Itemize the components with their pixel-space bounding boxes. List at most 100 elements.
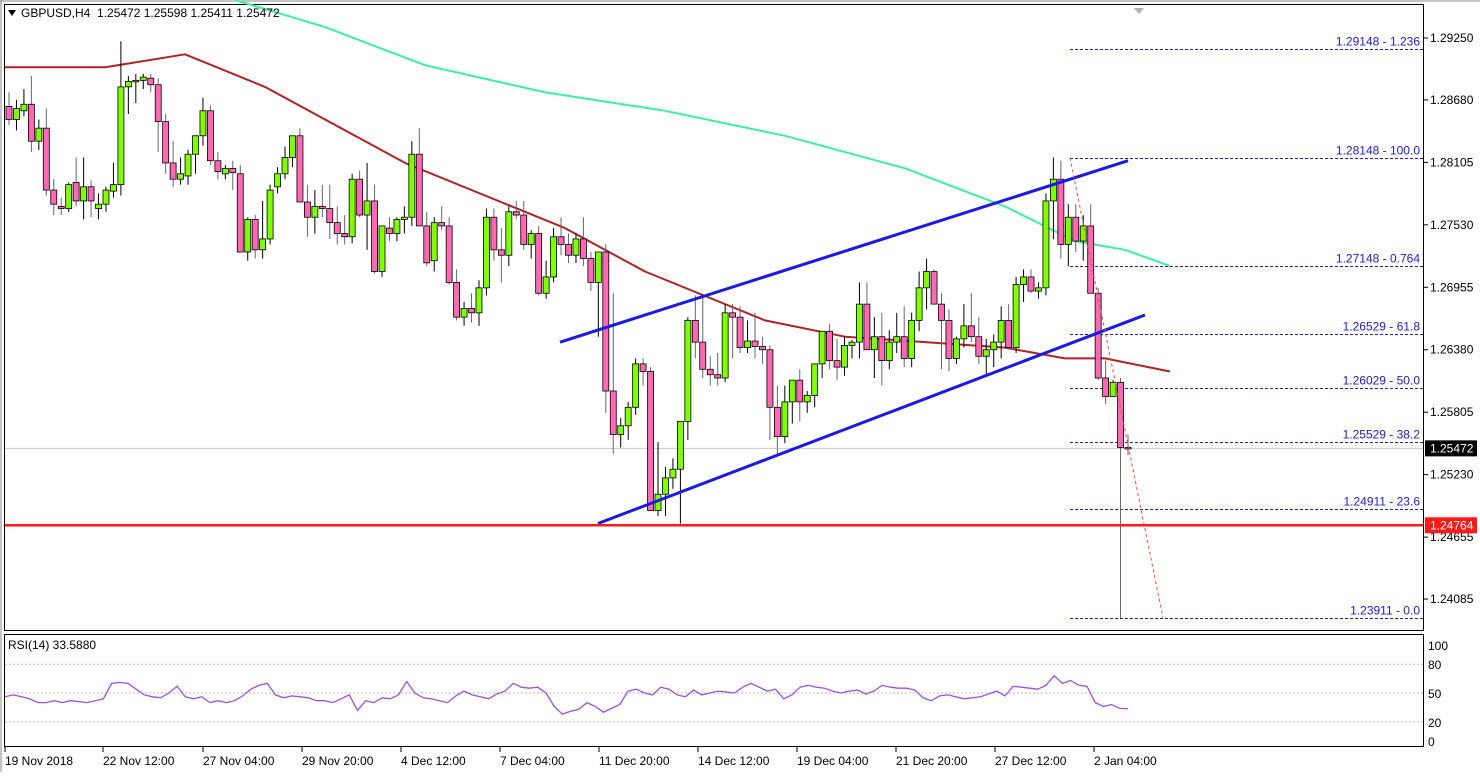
time-tick-label: 27 Nov 04:00: [203, 754, 275, 768]
candle-bearish: [154, 84, 162, 123]
candle-bullish: [102, 189, 110, 205]
candle-bearish: [468, 308, 475, 314]
chart-shift-marker-icon[interactable]: [1134, 8, 1144, 14]
time-tick-label: 11 Dec 20:00: [599, 754, 670, 768]
candle-bullish: [289, 135, 296, 158]
candle-bullish: [1035, 287, 1042, 292]
candle-bullish: [460, 308, 468, 318]
candle-bearish: [438, 222, 446, 227]
candle-bullish: [244, 218, 252, 253]
current-price-badge: [1425, 440, 1477, 457]
candle-bullish: [594, 251, 602, 283]
candle-bearish: [773, 406, 781, 438]
candle-bearish: [356, 178, 364, 216]
fib-level-label: 1.23911 - 0.0: [1350, 604, 1420, 618]
candle-bearish: [87, 186, 95, 202]
price-tick-label: 1.28680: [1430, 93, 1474, 107]
candle-bearish: [565, 243, 572, 256]
candle-bearish: [236, 173, 244, 253]
candle-bullish: [117, 86, 125, 186]
current-price-label: 1.25472: [1430, 441, 1474, 455]
candle-bearish: [296, 135, 304, 203]
candle-bearish: [975, 336, 983, 357]
time-axis[interactable]: 19 Nov 2018 22 Nov 12:00 27 Nov 04:00 29 No…: [4, 747, 1157, 768]
candle-bullish: [1012, 284, 1020, 348]
candle-bearish: [557, 236, 565, 245]
fib-level-label: 1.25529 - 38.2: [1343, 428, 1421, 442]
candle-bearish: [445, 225, 453, 283]
candle-bullish: [184, 153, 192, 177]
rsi-axis: 100 80 50 20 0: [1428, 639, 1448, 749]
candle-bullish: [139, 76, 147, 81]
candle-bullish: [848, 341, 856, 346]
candle-bearish: [736, 316, 744, 348]
candle-bullish: [132, 79, 140, 83]
candle-bearish: [1117, 381, 1124, 448]
price-tick-label: 1.27530: [1430, 218, 1474, 232]
candle-bullish: [527, 233, 535, 245]
candle-bearish: [699, 341, 707, 370]
candle-bullish: [885, 341, 893, 362]
candle-bullish: [982, 349, 990, 357]
candle-bearish: [490, 216, 498, 251]
candle-bearish: [691, 320, 699, 343]
candle-bullish: [803, 394, 811, 403]
candle-bullish: [721, 312, 729, 379]
candle-bullish: [393, 218, 401, 234]
candle-bullish: [1064, 216, 1072, 245]
fib-level-label: 1.24911 - 23.6: [1343, 495, 1420, 509]
candle-bearish: [207, 110, 214, 162]
candle-bullish: [632, 363, 640, 408]
candle-bearish: [766, 349, 774, 408]
price-axis[interactable]: 1.29250 1.28680 1.28105 1.27530 1.26955 1.263…: [1424, 31, 1477, 606]
candle-bearish: [863, 303, 871, 351]
candle-bearish: [453, 281, 461, 318]
candle-bullish: [662, 477, 669, 495]
candle-bearish: [147, 77, 155, 86]
candle-bearish: [1124, 447, 1132, 450]
fib-trend-line: [1069, 157, 1164, 619]
candle-bullish: [274, 173, 281, 188]
candle-bearish: [214, 160, 222, 173]
candle-bullish: [990, 341, 998, 351]
candle-bullish: [1109, 381, 1117, 397]
main-chart-frame: [4, 4, 1424, 631]
candle-bullish: [818, 330, 826, 365]
candle-bearish: [1057, 178, 1065, 245]
candle-bearish: [930, 271, 938, 305]
support-price-badge: [1425, 517, 1477, 534]
candle-bullish: [781, 401, 789, 438]
fib-level-label: 1.26029 - 50.0: [1343, 374, 1421, 388]
rsi-panel-frame: [4, 634, 1424, 747]
time-tick-label: 2 Jan 04:00: [1094, 754, 1157, 768]
candle-bearish: [602, 251, 610, 392]
rsi-tick-label: 20: [1428, 716, 1442, 730]
candle-bullish: [915, 287, 923, 321]
rsi-tick-label: 100: [1428, 639, 1448, 653]
candle-bullish: [483, 216, 490, 289]
candle-bearish: [1072, 216, 1080, 242]
ma-red-line: [5, 53, 1171, 373]
time-tick-label: 4 Dec 12:00: [401, 754, 466, 768]
fib-level-label: 1.27148 - 0.764: [1336, 252, 1420, 266]
time-tick-label: 29 Nov 20:00: [302, 754, 374, 768]
candle-bullish: [20, 103, 28, 112]
candle-bullish: [997, 320, 1005, 343]
candle-bearish: [169, 162, 177, 180]
candle-bearish: [423, 225, 431, 264]
candle-bullish: [408, 153, 416, 218]
collapse-triangle-icon[interactable]: [8, 10, 16, 16]
candle-bullish: [95, 203, 102, 209]
candle-bullish: [199, 110, 207, 137]
candle-bullish: [311, 205, 319, 218]
candle-bearish: [1027, 276, 1035, 292]
candle-bearish: [833, 360, 841, 368]
price-tick-label: 1.28105: [1430, 155, 1474, 169]
fibonacci-levels: 1.29148 - 1.236 1.28148 - 100.0 1.27148 - …: [5, 35, 1423, 619]
candle-bearish: [57, 205, 65, 209]
time-tick-label: 19 Dec 04:00: [797, 754, 869, 768]
candle-bullish: [677, 421, 684, 470]
candle-bearish: [900, 336, 908, 359]
